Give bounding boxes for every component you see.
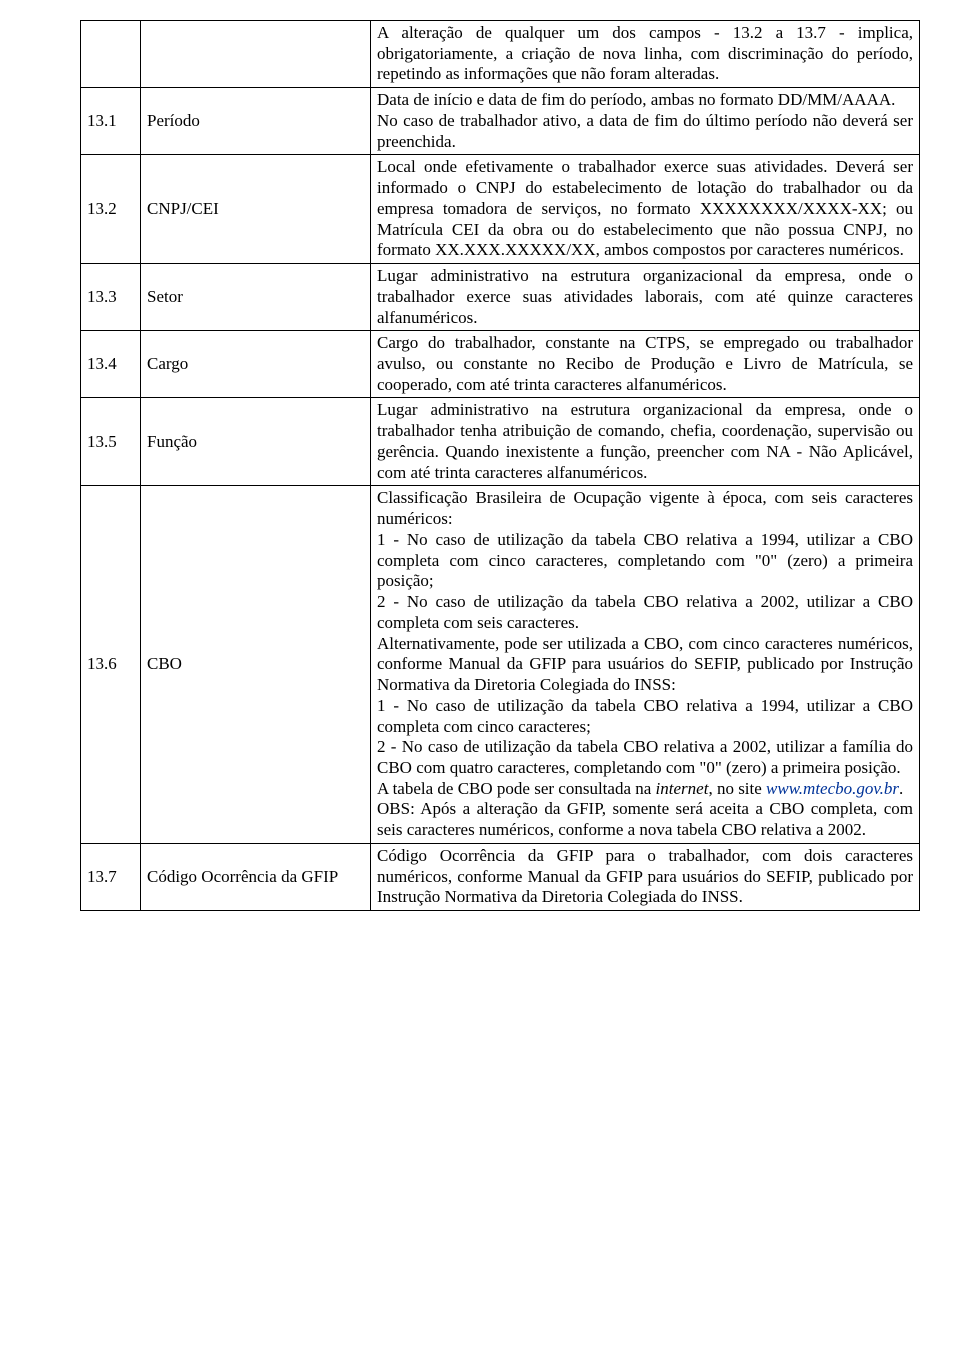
row-label: Setor [141,264,371,331]
table-row: A alteração de qualquer um dos campos - … [81,21,920,88]
table-row: 13.3 Setor Lugar administrativo na estru… [81,264,920,331]
row-label: Período [141,88,371,155]
row-num: 13.1 [81,88,141,155]
table-row: 13.2 CNPJ/CEI Local onde efetivamente o … [81,155,920,264]
row-label: Função [141,398,371,486]
row-num: 13.7 [81,843,141,910]
desc-line: 2 - No caso de utilização da tabela CBO … [377,592,913,633]
fields-table: A alteração de qualquer um dos campos - … [80,20,920,911]
row-description: Código Ocorrência da GFIP para o trabalh… [371,843,920,910]
desc-italic: internet [656,779,709,798]
document-page: A alteração de qualquer um dos campos - … [0,0,960,951]
row-description: Cargo do trabalhador, constante na CTPS,… [371,331,920,398]
desc-text: A tabela de CBO pode ser consultada na [377,779,656,798]
desc-line: 1 - No caso de utilização da tabela CBO … [377,696,913,737]
row-num: 13.6 [81,486,141,843]
desc-line: 2 - No caso de utilização da tabela CBO … [377,737,913,778]
desc-line: 1 - No caso de utilização da tabela CBO … [377,530,913,592]
row-num: 13.3 [81,264,141,331]
table-row: 13.6 CBO Classificação Brasileira de Ocu… [81,486,920,843]
table-row: 13.7 Código Ocorrência da GFIP Código Oc… [81,843,920,910]
row-label: Cargo [141,331,371,398]
row-description: Lugar administrativo na estrutura organi… [371,398,920,486]
row-description: Classificação Brasileira de Ocupação vig… [371,486,920,843]
desc-line: A tabela de CBO pode ser consultada na i… [377,779,913,800]
row-label: CNPJ/CEI [141,155,371,264]
row-description: Lugar administrativo na estrutura organi… [371,264,920,331]
row-num [81,21,141,88]
row-label [141,21,371,88]
desc-text: , no site [708,779,766,798]
desc-link: www.mtecbo.gov.br [766,779,899,798]
row-label: Código Ocorrência da GFIP [141,843,371,910]
desc-line: OBS: Após a alteração da GFIP, somente s… [377,799,913,840]
row-num: 13.5 [81,398,141,486]
row-num: 13.2 [81,155,141,264]
row-description: Local onde efetivamente o trabalhador ex… [371,155,920,264]
row-num: 13.4 [81,331,141,398]
row-description: A alteração de qualquer um dos campos - … [371,21,920,88]
table-row: 13.1 Período Data de início e data de fi… [81,88,920,155]
desc-text: . [899,779,903,798]
table-row: 13.5 Função Lugar administrativo na estr… [81,398,920,486]
table-row: 13.4 Cargo Cargo do trabalhador, constan… [81,331,920,398]
desc-line: Classificação Brasileira de Ocupação vig… [377,488,913,529]
desc-line: Alternativamente, pode ser utilizada a C… [377,634,913,696]
row-description: Data de início e data de fim do período,… [371,88,920,155]
row-label: CBO [141,486,371,843]
